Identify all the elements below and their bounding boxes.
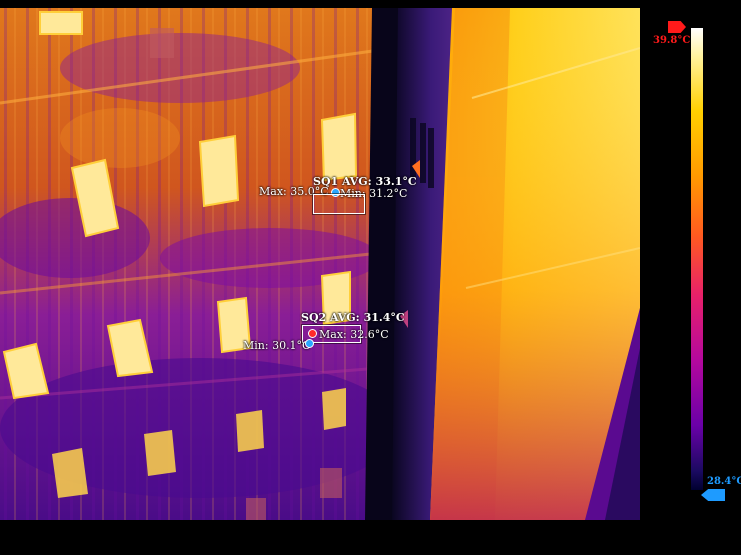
scale-min-label: 28.4°C — [707, 476, 741, 487]
sq2-roi-box[interactable] — [302, 325, 361, 343]
sq2-min-marker — [305, 339, 314, 348]
thermal-image: SQ1 AVG: 33.1°C Max: 35.0°C Min: 31.2°C … — [0, 8, 640, 520]
scale-max-flag-icon[interactable] — [668, 21, 686, 33]
scale-min-flag-icon[interactable] — [701, 489, 725, 501]
sq2-max-label: Max: 32.6°C — [319, 328, 389, 341]
scale-max-label: 39.8°C — [653, 35, 691, 46]
sq1-roi-box[interactable] — [313, 194, 365, 214]
thermal-scene — [0, 8, 640, 520]
sq2-max-marker — [308, 329, 317, 338]
sq1-avg-label: SQ1 AVG: 33.1°C — [313, 175, 417, 188]
sq2-min-label: Min: 30.1°C — [243, 339, 311, 352]
temperature-colorbar — [691, 28, 703, 490]
sq1-min-label: Min: 31.2°C — [340, 187, 408, 200]
sq1-max-label: Max: 35.0°C — [259, 185, 329, 198]
sq1-min-marker — [331, 188, 340, 197]
sq2-avg-label: SQ2 AVG: 31.4°C — [301, 311, 405, 324]
